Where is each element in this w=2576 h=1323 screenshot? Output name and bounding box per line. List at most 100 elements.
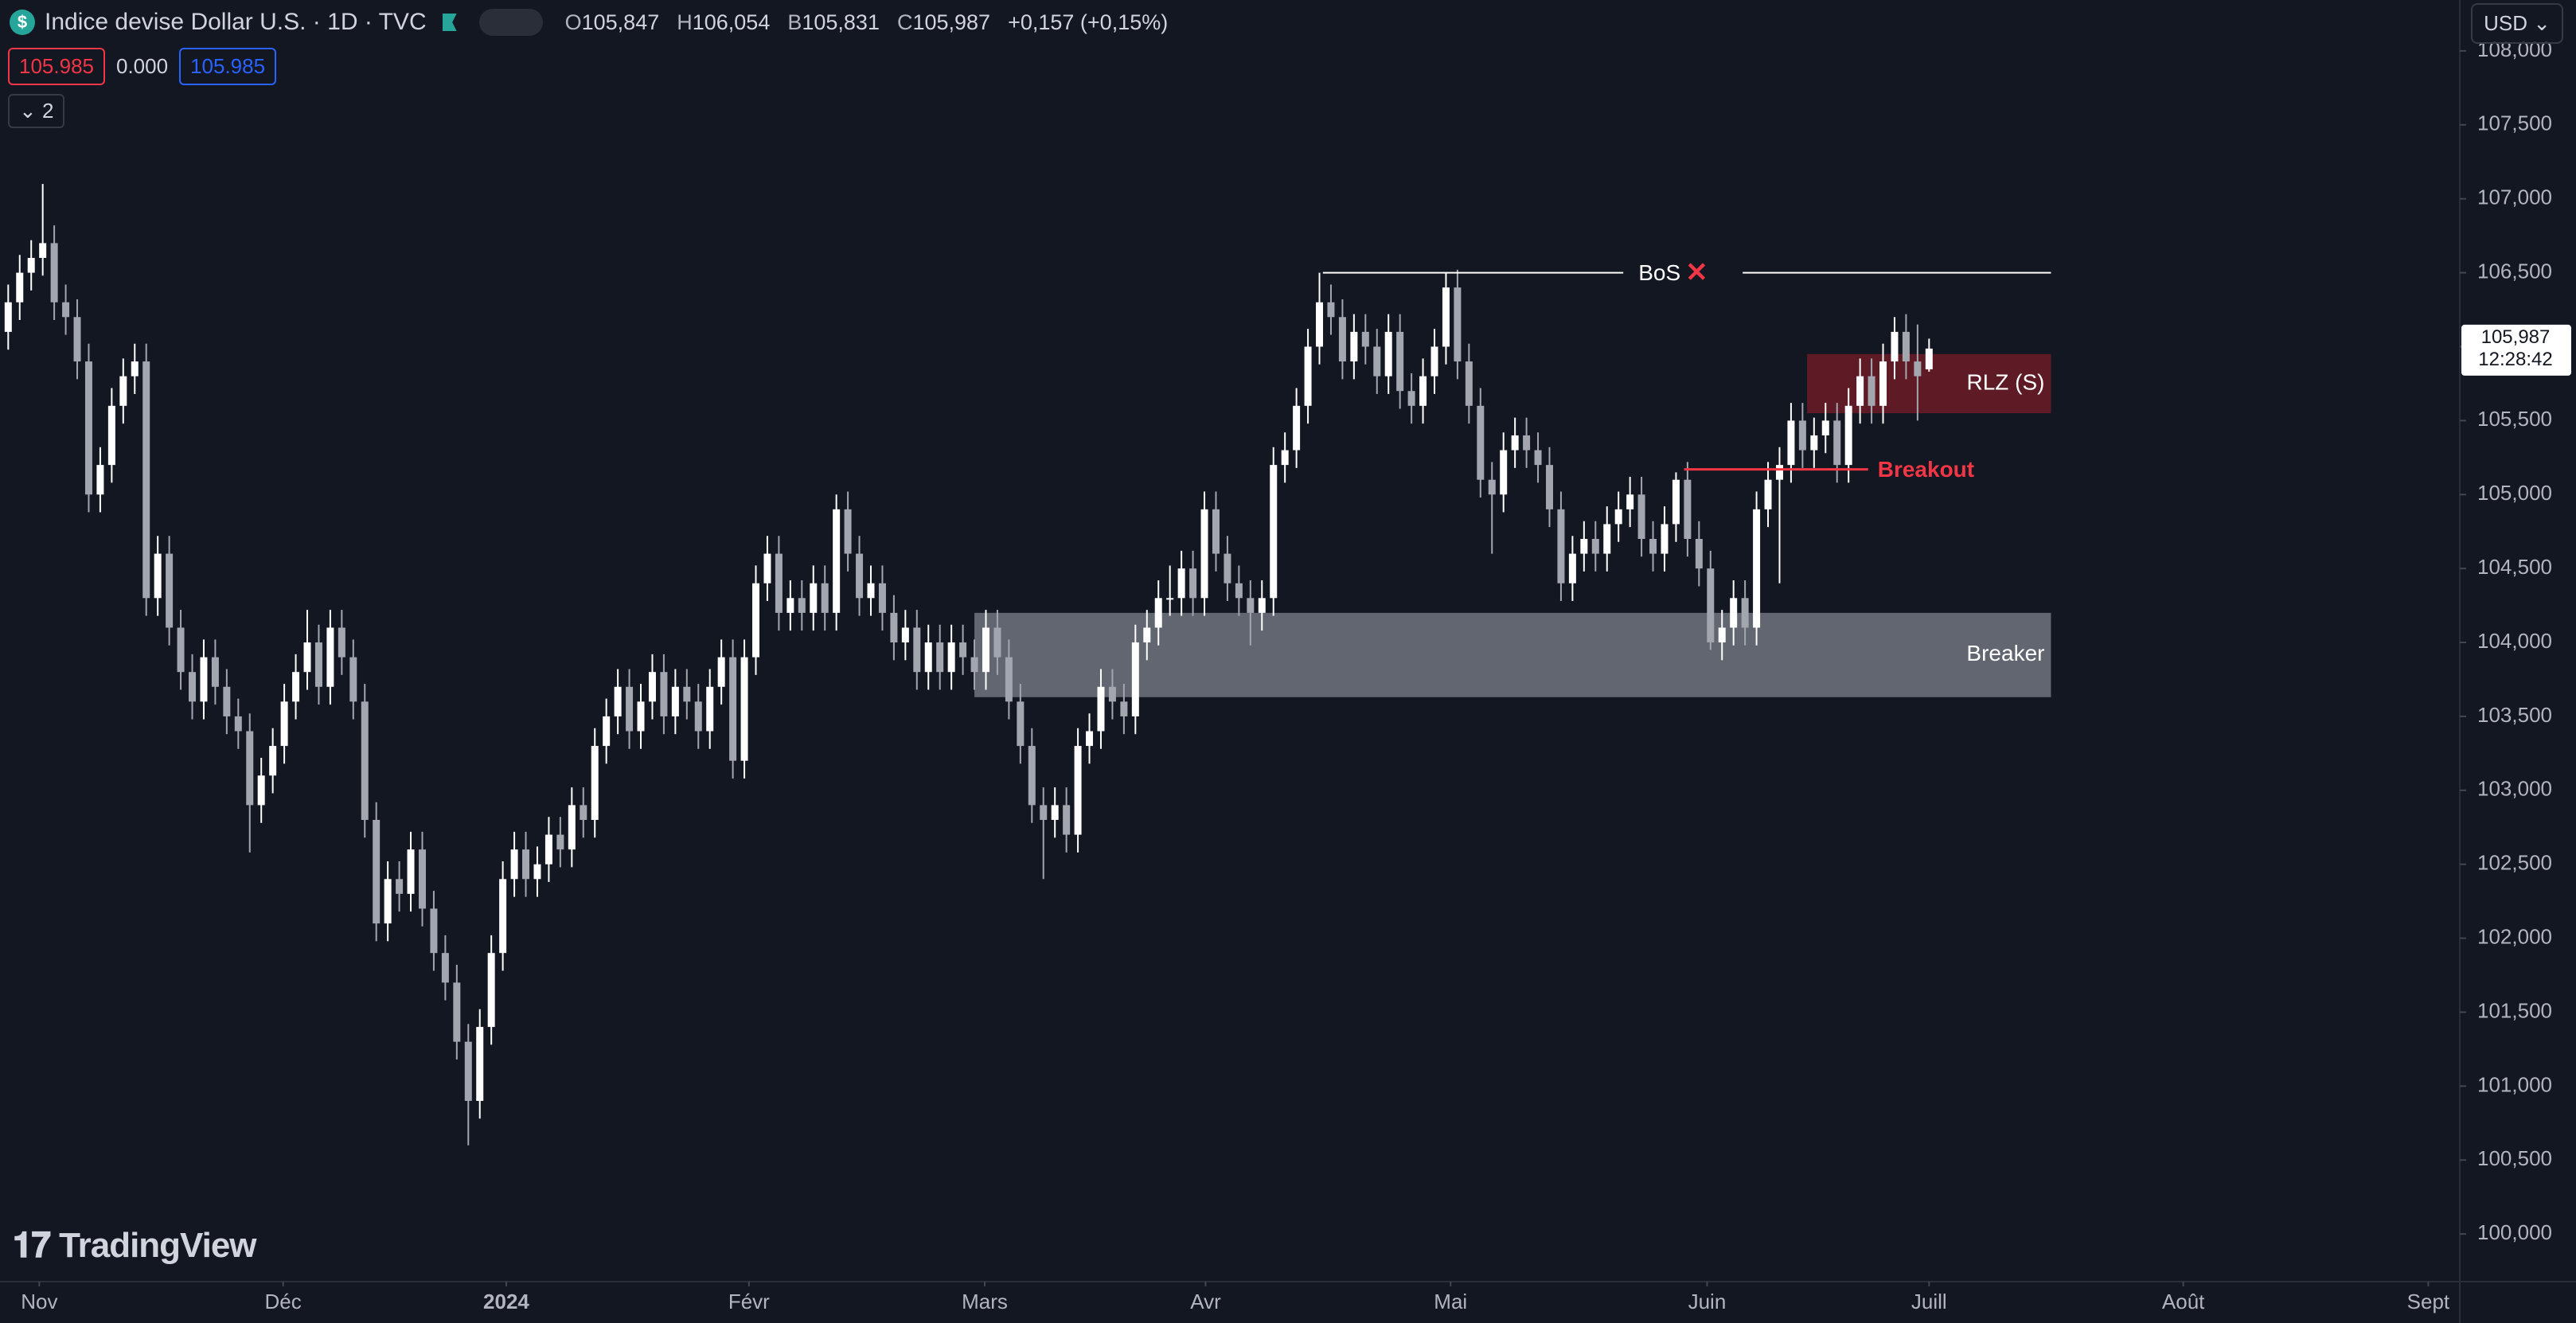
candle-body — [763, 553, 771, 583]
candle-body — [614, 686, 622, 716]
candle-body — [211, 657, 219, 687]
buy-button[interactable]: 105.985 — [179, 48, 277, 85]
symbol[interactable]: Indice devise Dollar U.S. · 1D · TVC — [45, 9, 427, 35]
candle-body — [16, 272, 24, 302]
header: $ Indice devise Dollar U.S. · 1D · TVC O… — [10, 5, 1168, 40]
candle-body — [1672, 479, 1680, 525]
candle-body — [1373, 346, 1381, 377]
candle-body — [314, 642, 322, 687]
candle-body — [913, 627, 921, 673]
rlz-label: RLZ (S) — [1966, 369, 2044, 394]
candle-body — [993, 627, 1001, 658]
candle-body — [1384, 331, 1392, 377]
bos-mark: ✕ — [1685, 258, 1708, 288]
breaker-zone — [974, 612, 2051, 697]
last-price: 105,987 — [2481, 326, 2551, 348]
candle-body — [234, 716, 242, 732]
quote-low: B105,831 — [787, 10, 880, 35]
candle-body — [660, 672, 668, 716]
currency: USD — [2484, 11, 2527, 35]
candle-body — [27, 258, 35, 273]
candle-body — [62, 302, 70, 318]
candle-body — [131, 361, 139, 377]
candle-body — [338, 627, 345, 658]
candle-body — [706, 686, 714, 732]
candle-body — [1661, 524, 1669, 554]
candle-body — [556, 834, 564, 850]
x-tick-label: 2024 — [483, 1290, 529, 1313]
candle-body — [1454, 287, 1462, 362]
candle-body — [844, 509, 852, 554]
candle-body — [1856, 376, 1864, 406]
candle-body — [878, 583, 886, 613]
candle-body — [568, 805, 576, 850]
sell-button[interactable]: 105.985 — [8, 48, 105, 85]
candle-body — [856, 553, 864, 599]
x-tick-label: Juill — [1911, 1290, 1947, 1313]
quote-open: O105,847 — [565, 10, 660, 35]
candle-body — [96, 465, 104, 495]
candle-body — [1477, 405, 1485, 480]
candle-body — [1649, 538, 1657, 554]
y-tick-label: 102,500 — [2477, 851, 2552, 875]
candle-body — [1868, 376, 1875, 406]
candle-body — [1407, 391, 1415, 406]
candle-body — [1810, 435, 1818, 451]
candle-body — [84, 361, 92, 495]
candle-body — [1442, 287, 1450, 347]
candle-body — [1281, 450, 1289, 466]
x-tick-label: Sept — [2407, 1290, 2450, 1313]
candle-body — [1730, 598, 1738, 628]
quote-close: C105,987 — [897, 10, 990, 35]
candle-body — [1718, 627, 1726, 643]
candle-body — [1775, 465, 1783, 480]
candle-body — [1154, 598, 1162, 628]
candle-body — [1270, 465, 1278, 599]
candle-body — [1419, 376, 1427, 406]
candle-body — [1131, 642, 1139, 716]
candle-body — [1063, 805, 1071, 835]
x-tick-label: Juin — [1688, 1290, 1727, 1313]
quote-key: B — [787, 10, 802, 34]
candle-body — [1637, 494, 1645, 539]
candle-body — [1143, 627, 1151, 643]
candle-body — [1557, 509, 1565, 583]
candle-body — [418, 849, 426, 909]
candle-body — [959, 642, 967, 658]
candle-body — [717, 657, 725, 687]
brand-name: TradingView — [59, 1226, 256, 1265]
y-tick-label: 101,000 — [2477, 1072, 2552, 1096]
candle-body — [901, 627, 909, 643]
candle-body — [510, 849, 518, 880]
candle-body — [890, 612, 898, 643]
candle-body — [1350, 331, 1358, 362]
candle-body — [1545, 465, 1553, 509]
candle-body — [1798, 420, 1806, 451]
candle-body — [1695, 538, 1703, 569]
candle-body — [1821, 420, 1829, 435]
y-tick-label: 108,000 — [2477, 37, 2552, 61]
candle-body — [349, 657, 357, 702]
quote-key: H — [677, 10, 693, 34]
change: +0,157 (+0,15%) — [1008, 10, 1169, 34]
candle-body — [326, 627, 334, 687]
candle-body — [257, 775, 265, 806]
candle-body — [752, 583, 760, 658]
candle-body — [1166, 598, 1174, 600]
candle-body — [441, 953, 449, 983]
candle-body — [729, 657, 737, 761]
candle-body — [1902, 331, 1910, 362]
candle-body — [1316, 302, 1324, 347]
candle-body — [119, 376, 127, 406]
candle-body — [189, 672, 197, 702]
currency-select[interactable]: USD ⌄ — [2471, 3, 2563, 44]
candle-body — [1879, 361, 1887, 406]
breakout-label: Breakout — [1878, 457, 1974, 482]
x-tick-label: Mai — [1434, 1290, 1467, 1313]
y-tick-label: 107,000 — [2477, 185, 2552, 209]
indicators-toggle[interactable]: ⌄ 2 — [8, 94, 65, 128]
candle-body — [1626, 494, 1634, 509]
candle-body — [1534, 450, 1542, 466]
breaker-label: Breaker — [1966, 641, 2044, 665]
flag — [442, 14, 457, 31]
